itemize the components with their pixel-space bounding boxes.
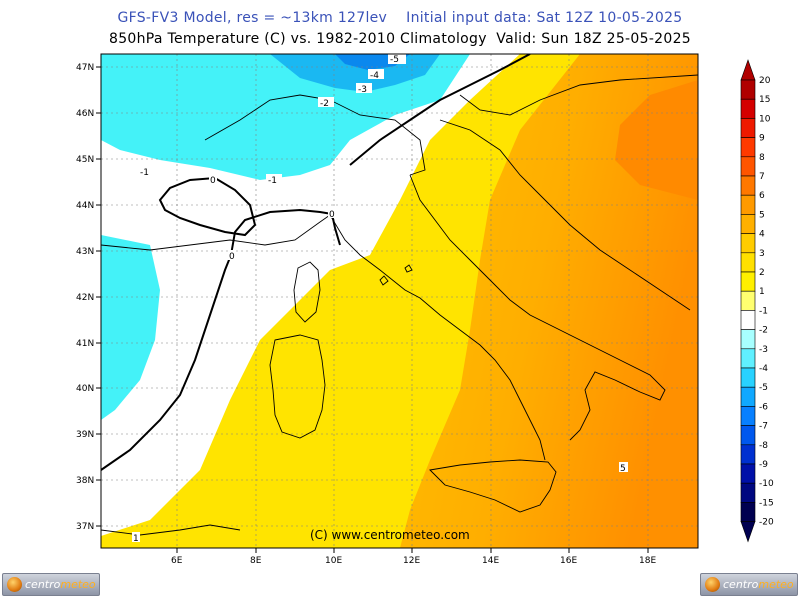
isoline-label: 0: [329, 210, 335, 220]
lat-label: 44N: [76, 201, 94, 211]
lat-label: 41N: [76, 339, 94, 349]
isoline-label: -1: [140, 168, 149, 178]
lon-label: 6E: [171, 556, 183, 566]
colorbar-label: 4: [759, 230, 765, 240]
colorbar-label: -7: [759, 422, 768, 432]
colorbar-swatch: [740, 175, 756, 196]
colorbar-label: -20: [759, 518, 774, 528]
lat-label: 39N: [76, 430, 94, 440]
colorbar-label: 2: [759, 268, 765, 278]
map-frame: [100, 53, 699, 549]
isoline-label: -1: [268, 176, 277, 186]
colorbar-label: -4: [759, 364, 768, 374]
colorbar-label: 8: [759, 153, 765, 163]
isoline-label: 0: [229, 252, 235, 262]
colorbar-label: -1: [759, 306, 768, 316]
lat-label: 40N: [76, 384, 94, 394]
coastlines: [101, 74, 698, 536]
colorbar-swatch: [740, 194, 756, 215]
colorbar-label: 7: [759, 172, 765, 182]
colorbar-label: -15: [759, 498, 774, 508]
colorbar-swatch: [740, 252, 756, 273]
isoline-label: 5: [620, 464, 626, 474]
field-valid-title: 850hPa Temperature (C) vs. 1982-2010 Cli…: [108, 31, 691, 47]
lat-label: 38N: [76, 476, 94, 486]
isoline-labels: -5 -4 -3 -2 -1 -1 0 0 0 5 1: [132, 54, 628, 544]
colorbar-label: 5: [759, 210, 765, 220]
lon-label: 10E: [325, 556, 342, 566]
colorbar-swatch: [740, 425, 756, 446]
colorbar-label: -2: [759, 326, 768, 336]
colorbar-label: -3: [759, 345, 768, 355]
centrometeo-logo-right[interactable]: centrometeo: [700, 573, 798, 596]
colorbar-label: 9: [759, 134, 765, 144]
colorbar-label: -5: [759, 383, 768, 393]
colorbar-swatch: [740, 444, 756, 465]
lat-label: 43N: [76, 247, 94, 257]
colorbar-label: -10: [759, 479, 774, 489]
colorbar-swatch: [740, 367, 756, 388]
temperature-field: -5 -4 -3 -2 -1 -1 0 0 0 5 1 (C) www.cent…: [101, 54, 698, 548]
lon-label: 12E: [403, 556, 420, 566]
colorbar-label: -9: [759, 460, 768, 470]
colorbar-swatch: [740, 502, 756, 522]
colorbar-swatch: [740, 98, 756, 119]
colorbar-swatch: [740, 271, 756, 292]
colorbar-swatch: [740, 348, 756, 369]
colorbar-swatch: [740, 406, 756, 426]
lat-label: 42N: [76, 293, 94, 303]
logo-text: centrometeo: [723, 578, 794, 591]
model-info-title: GFS-FV3 Model, res = ~13km 127lev Initia…: [117, 10, 683, 26]
colorbar-label: 1: [759, 287, 765, 297]
lat-label: 46N: [76, 109, 94, 119]
centrometeo-logo-left[interactable]: centrometeo: [2, 573, 100, 596]
isoline-label: -3: [358, 85, 367, 95]
lat-label: 45N: [76, 155, 94, 165]
colorbar-label: -8: [759, 441, 768, 451]
colorbar-swatch: [740, 118, 756, 138]
lat-label: 37N: [76, 522, 94, 532]
colorbar-swatch: [740, 233, 756, 254]
lon-label: 16E: [560, 556, 577, 566]
isoline-label: -5: [390, 55, 399, 65]
temperature-colorbar: 20 15 10 9 8 7 6 5 4 3 2 1 -1 -2 -3 -4 -5 -6 -7 -8 -9 -10 -15 -…: [740, 59, 774, 543]
colorbar-label: -6: [759, 402, 768, 412]
lon-label: 18E: [639, 556, 656, 566]
lon-label: 14E: [482, 556, 499, 566]
colorbar-swatch: [740, 310, 756, 330]
isoline-label: -2: [320, 99, 329, 109]
colorbar-label: 3: [759, 249, 765, 259]
copyright-text: (C) www.centrometeo.com: [310, 528, 470, 542]
colorbar-label: 20: [759, 76, 771, 86]
colorbar-swatch: [740, 79, 756, 100]
colorbar-label: 15: [759, 95, 770, 105]
longitude-axis: 6E 8E 10E 12E 14E 16E 18E: [171, 556, 656, 566]
colorbar-swatch: [740, 214, 756, 234]
latitude-axis: 47N 46N 45N 44N 43N 42N 41N 40N 39N 38N …: [76, 63, 94, 532]
isoline-label: 0: [210, 176, 216, 186]
colorbar-cap-bottom: [740, 521, 756, 543]
colorbar-label: 6: [759, 191, 765, 201]
colorbar-swatch: [740, 137, 756, 158]
lat-label: 47N: [76, 63, 94, 73]
colorbar-swatch: [740, 482, 756, 503]
isoline-label: -4: [370, 71, 379, 81]
colorbar-swatch: [740, 290, 756, 311]
colorbar-swatch: [740, 156, 756, 177]
isoline-label: 1: [133, 534, 139, 544]
logo-text: centrometeo: [25, 578, 96, 591]
colorbar-cap-top: [740, 59, 756, 81]
globe-icon: [705, 577, 720, 592]
lon-label: 8E: [250, 556, 262, 566]
globe-icon: [7, 577, 22, 592]
colorbar-swatch: [740, 329, 756, 350]
colorbar-swatch: [740, 463, 756, 484]
colorbar-swatch: [740, 386, 756, 407]
colorbar-label: 10: [759, 114, 771, 124]
